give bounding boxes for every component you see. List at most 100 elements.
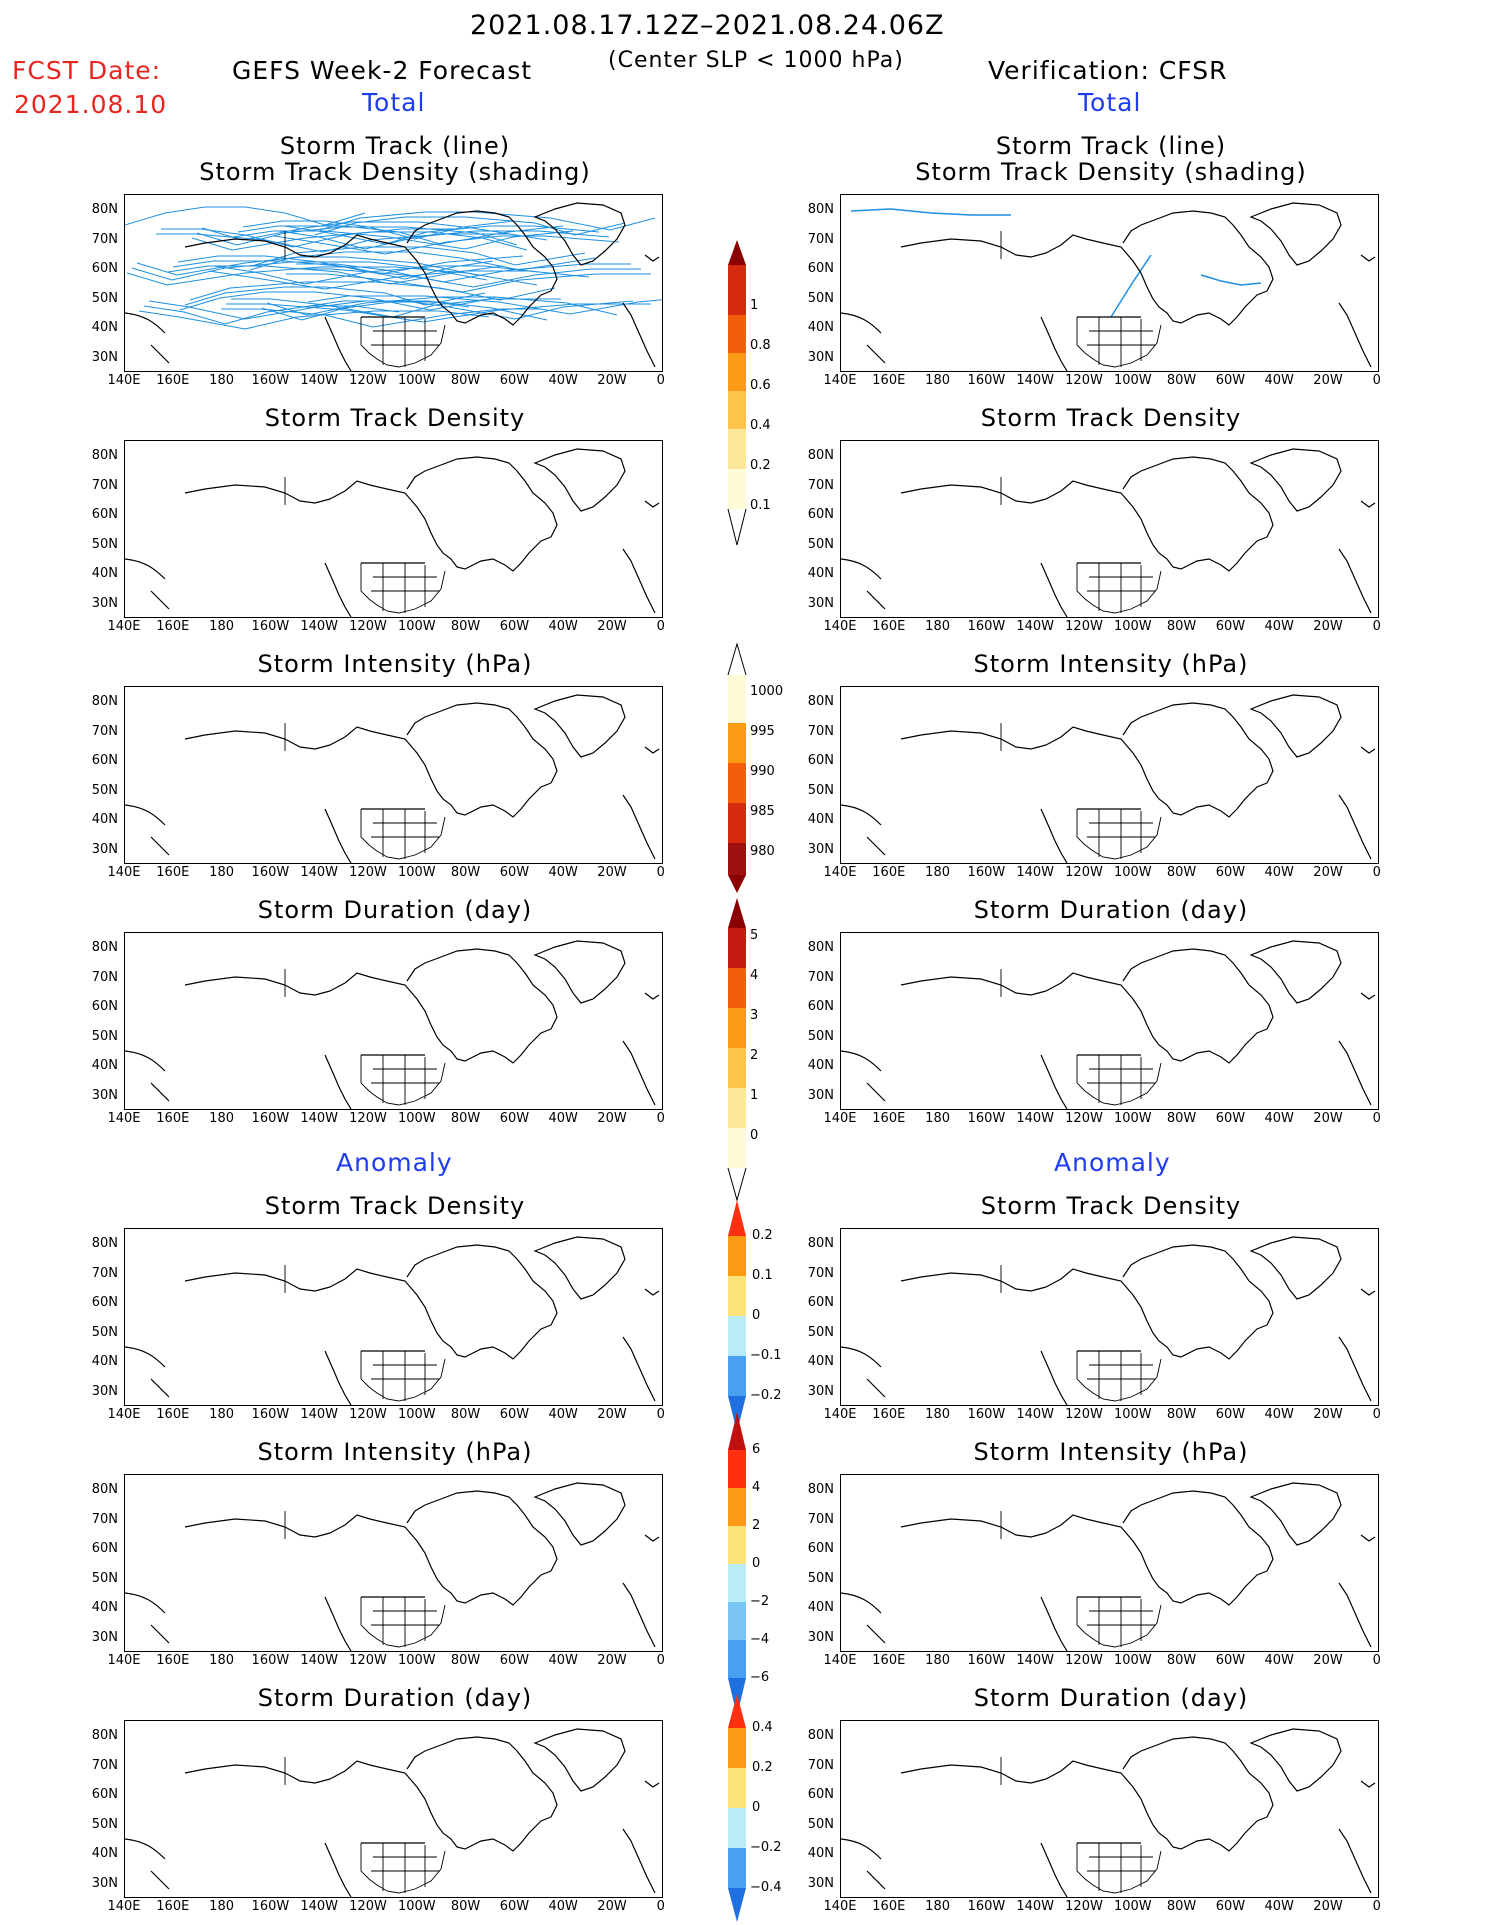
lon-label: 160E (872, 865, 906, 880)
storm-track-line (273, 235, 620, 255)
lat-label: 50N (91, 1028, 118, 1044)
fc-intensity-title: Storm Intensity (hPa) (257, 650, 533, 678)
lon-label: 140W (1016, 1407, 1055, 1422)
verification-map-anom-density (840, 1228, 1379, 1406)
cb-adur-4: −0.2 (750, 1840, 782, 1855)
colorbar-anom-duration (728, 1694, 746, 1922)
political-borders (284, 1265, 446, 1402)
lon-label: 40W (548, 1111, 578, 1126)
forecast-anomaly-label: Anomaly (336, 1148, 453, 1177)
lon-label: 0 (656, 373, 665, 388)
lon-label: 180 (209, 373, 234, 388)
lon-label: 100W (1113, 865, 1152, 880)
lon-label: 80W (1166, 1899, 1197, 1914)
lon-label: 140E (823, 619, 857, 634)
colorbar-total-intensity (727, 642, 747, 893)
cb-ti-5: 980 (750, 844, 775, 859)
coastline (841, 940, 1376, 1109)
lat-label: 50N (91, 1816, 118, 1832)
lon-label: 20W (597, 865, 627, 880)
fc-anom-intensity-title: Storm Intensity (hPa) (257, 1438, 533, 1466)
lat-label: 80N (91, 940, 118, 955)
lon-label: 140W (300, 1407, 339, 1422)
lon-label: 80W (1166, 1111, 1197, 1126)
lon-label: 160W (251, 619, 290, 634)
cb-adur-1: 0.4 (752, 1720, 773, 1735)
lon-label: 140W (300, 373, 339, 388)
lat-label: 40N (91, 1058, 118, 1073)
lat-label: 50N (807, 536, 834, 552)
lat-label: 40N (807, 566, 834, 581)
lon-label: 180 (925, 1407, 950, 1422)
lon-label: 100W (1113, 1111, 1152, 1126)
lat-label: 60N (807, 1541, 834, 1556)
storm-track-line (249, 251, 596, 271)
cb-td-6: 0.1 (750, 498, 771, 513)
lat-label: 60N (807, 507, 834, 522)
fcst-date-value: 2021.08.10 (14, 90, 168, 119)
lon-label: 140E (107, 373, 141, 388)
cb-tdur-1: 5 (750, 928, 759, 943)
lon-label: 60W (1215, 1111, 1246, 1126)
lat-label: 80N (807, 1482, 834, 1497)
coastline (125, 1482, 660, 1651)
storm-track-line (179, 291, 496, 311)
lon-label: 140W (300, 1899, 339, 1914)
lat-label: 70N (807, 723, 834, 739)
lon-label: 20W (597, 619, 627, 634)
lat-label: 60N (91, 261, 118, 276)
lon-label: 0 (1372, 619, 1381, 634)
lon-label: 140E (823, 373, 857, 388)
lon-label: 40W (1264, 373, 1294, 388)
lon-label: 20W (1313, 619, 1343, 634)
cb-ai-6: −4 (750, 1632, 770, 1647)
lat-label: 80N (807, 448, 834, 463)
lon-label: 20W (597, 373, 627, 388)
lat-label: 80N (807, 694, 834, 709)
lat-label: 70N (807, 477, 834, 493)
forecast-map-graphic-track (125, 202, 662, 371)
coastline (841, 1728, 1376, 1897)
lon-label: 40W (548, 865, 578, 880)
forecast-map-graphic-duration (125, 940, 660, 1109)
lat-label: 80N (807, 940, 834, 955)
lat-label: 40N (807, 1354, 834, 1369)
political-borders (1000, 231, 1162, 368)
political-borders (284, 1757, 446, 1894)
lon-label: 140W (1016, 619, 1055, 634)
lat-label: 80N (91, 1482, 118, 1497)
lon-label: 180 (209, 1653, 234, 1668)
fc-track-title-a: Storm Track (line) (279, 132, 511, 160)
lon-label: 20W (1313, 1111, 1343, 1126)
lat-label: 40N (807, 812, 834, 827)
cb-ad-5: −0.2 (750, 1388, 782, 1403)
lat-label: 60N (91, 1295, 118, 1310)
verification-map-anom-intensity (840, 1474, 1379, 1652)
vf-anom-intensity-title: Storm Intensity (hPa) (973, 1438, 1249, 1466)
lat-label: 70N (91, 723, 118, 739)
political-borders (1000, 1757, 1162, 1894)
storm-track-line (266, 296, 618, 316)
lon-label: 160E (156, 373, 190, 388)
cb-td-5: 0.2 (750, 458, 771, 473)
verification-map-density (840, 440, 1379, 618)
forecast-map-density (124, 440, 663, 618)
lon-label: 0 (656, 1653, 665, 1668)
verification-total-label: Total (1078, 88, 1142, 117)
colorbar-anom-intensity (728, 1412, 746, 1716)
cb-td-1: 1 (750, 298, 759, 313)
lat-label: 30N (91, 595, 118, 611)
coastline (125, 940, 660, 1109)
lon-label: 60W (499, 865, 530, 880)
lon-label: 120W (349, 1899, 387, 1914)
lon-label: 160W (967, 1653, 1006, 1668)
lon-label: 60W (499, 1899, 530, 1914)
lon-label: 160E (156, 619, 190, 634)
lon-label: 100W (1113, 1653, 1152, 1668)
lat-label: 80N (91, 202, 118, 217)
lon-label: 140E (107, 619, 141, 634)
cb-ad-4: −0.1 (750, 1348, 782, 1363)
political-borders (284, 1511, 446, 1648)
lat-label: 70N (91, 477, 118, 493)
lat-label: 60N (807, 1295, 834, 1310)
